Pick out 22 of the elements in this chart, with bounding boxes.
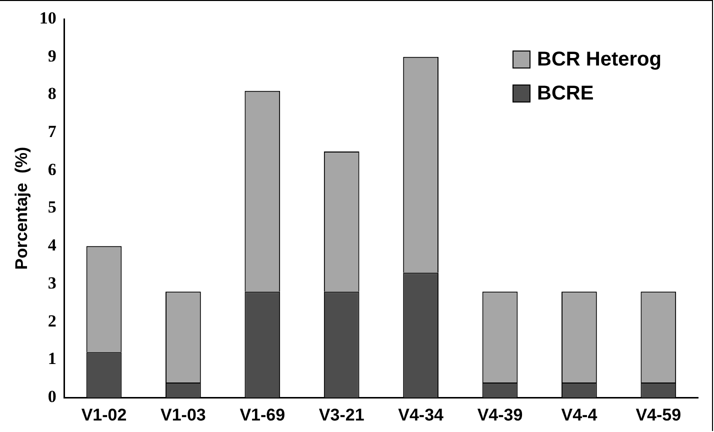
- legend-label: BCRE: [537, 82, 594, 105]
- y-tick-label: 9: [48, 46, 56, 66]
- y-axis-title: Porcentaje (%): [12, 146, 31, 270]
- x-tick-label: V3-21: [318, 405, 364, 424]
- x-tick-label: V4-4: [561, 405, 598, 424]
- x-tick-label: V1-02: [81, 405, 127, 424]
- y-tick-label: 1: [48, 349, 56, 368]
- y-tick-label: 3: [48, 273, 56, 292]
- y-tick-label: 10: [39, 8, 56, 28]
- legend-label: BCR Heterog: [537, 48, 662, 71]
- y-tick-label: 8: [48, 84, 56, 104]
- y-tick-label: 6: [48, 160, 56, 179]
- y-tick-label: 7: [48, 122, 57, 141]
- x-tick-label: V1-03: [160, 405, 206, 424]
- y-tick-label: 2: [48, 311, 56, 330]
- x-tick-label: V4-59: [636, 405, 682, 424]
- x-tick-label: V1-69: [240, 405, 286, 424]
- x-tick-label: V4-39: [477, 405, 523, 424]
- y-tick-label: 0: [48, 386, 56, 406]
- y-tick-label: 5: [48, 198, 56, 217]
- y-tick-label: 4: [48, 236, 57, 255]
- x-tick-label: V4-34: [398, 405, 444, 424]
